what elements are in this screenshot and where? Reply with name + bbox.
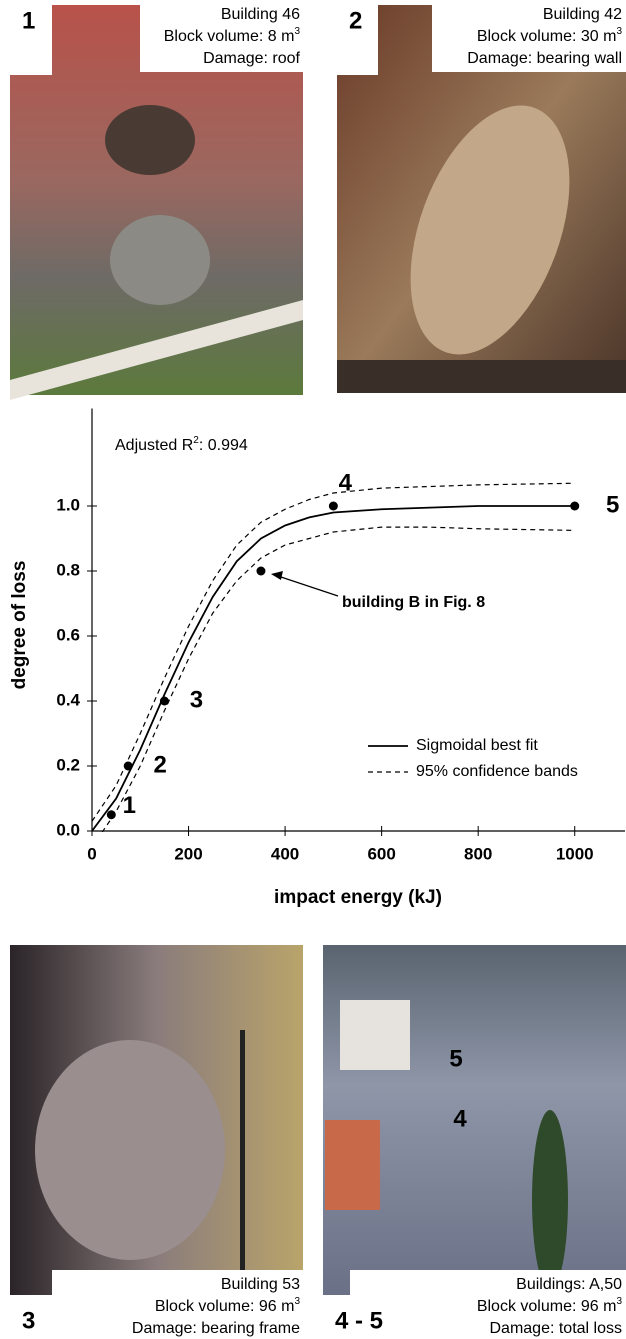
caption-line: Damage: bearing frame	[132, 1320, 300, 1337]
caption-line: Block volume: 30 m3	[477, 26, 623, 46]
arrow	[275, 575, 338, 596]
photo-label: 4	[453, 1105, 467, 1132]
annotation-text: Adjusted R	[115, 437, 193, 454]
caption-line: Buildings: A,50	[516, 1276, 622, 1293]
caption-line: Damage: roof	[203, 50, 300, 67]
caption-text: Building 46	[221, 6, 300, 23]
caption-text: Building 53	[221, 1276, 300, 1293]
caption-line: Building 53	[221, 1276, 300, 1293]
point-label: 5	[606, 491, 619, 518]
confidence-band	[92, 527, 575, 847]
caption-text: Damage: total loss	[489, 1320, 622, 1337]
legend-label: 95% confidence bands	[416, 763, 578, 780]
caption-text: Building 42	[543, 6, 622, 23]
y-axis-label: degree of loss	[9, 561, 30, 690]
data-point	[160, 697, 169, 706]
point-label: 3	[190, 686, 203, 713]
caption-text: Buildings: A,50	[516, 1276, 622, 1293]
fit-line	[92, 506, 575, 831]
point-label: 4	[339, 469, 353, 496]
panel-number: 3	[22, 1307, 35, 1334]
caption-line: Damage: total loss	[489, 1320, 622, 1337]
data-point	[124, 762, 133, 771]
photo-label: 5	[449, 1045, 462, 1072]
superscript: 3	[616, 26, 622, 37]
x-tick-label: 1000	[556, 844, 594, 863]
caption-line: Damage: bearing wall	[467, 50, 622, 67]
y-tick-label: 1.0	[56, 495, 80, 514]
data-point	[570, 502, 579, 511]
caption-text: Block volume: 96 m	[155, 1298, 295, 1315]
superscript: 3	[294, 1296, 300, 1307]
arrowhead	[271, 571, 283, 580]
x-tick-label: 400	[271, 844, 299, 863]
data-point	[329, 502, 338, 511]
x-axis-label: impact energy (kJ)	[274, 887, 442, 908]
caption-text: Damage: bearing wall	[467, 50, 622, 67]
caption-text: Block volume: 96 m	[477, 1298, 617, 1315]
legend-label: Sigmoidal best fit	[416, 737, 538, 754]
panel-number: 1	[22, 7, 35, 34]
superscript: 3	[294, 26, 300, 37]
caption-line: Block volume: 96 m3	[155, 1296, 301, 1316]
x-tick-label: 800	[464, 844, 492, 863]
point-label: 2	[154, 751, 167, 778]
x-tick-label: 600	[367, 844, 395, 863]
caption-text: Block volume: 8 m	[164, 28, 295, 45]
y-tick-label: 0.0	[56, 820, 80, 839]
caption-line: Block volume: 8 m3	[164, 26, 301, 46]
point-label: 1	[123, 792, 136, 819]
y-tick-label: 0.2	[56, 755, 80, 774]
photo-3	[10, 945, 303, 1295]
panel-number: 4 - 5	[335, 1307, 383, 1334]
caption-text: Damage: roof	[203, 50, 300, 67]
caption-text: Block volume: 30 m	[477, 28, 617, 45]
caption-line: Building 46	[221, 6, 300, 23]
caption-text: Damage: bearing frame	[132, 1320, 300, 1337]
panel-number: 2	[349, 7, 362, 34]
x-tick-label: 0	[87, 844, 96, 863]
superscript: 3	[616, 1296, 622, 1307]
arrow-note: building B in Fig. 8	[342, 594, 485, 611]
x-tick-label: 200	[174, 844, 202, 863]
plot-area	[92, 483, 575, 847]
photo-4	[323, 945, 626, 1295]
data-point	[107, 810, 116, 819]
figure: 1Building 46Block volume: 8 m3Damage: ro…	[0, 0, 626, 1339]
y-tick-label: 0.6	[56, 625, 80, 644]
data-point	[256, 567, 265, 576]
annotation: Adjusted R2: 0.994	[115, 435, 248, 455]
y-tick-label: 0.8	[56, 560, 80, 579]
y-tick-label: 0.4	[56, 690, 80, 709]
annotation-text: : 0.994	[199, 437, 248, 454]
caption-line: Block volume: 96 m3	[477, 1296, 623, 1316]
caption-line: Building 42	[543, 6, 622, 23]
